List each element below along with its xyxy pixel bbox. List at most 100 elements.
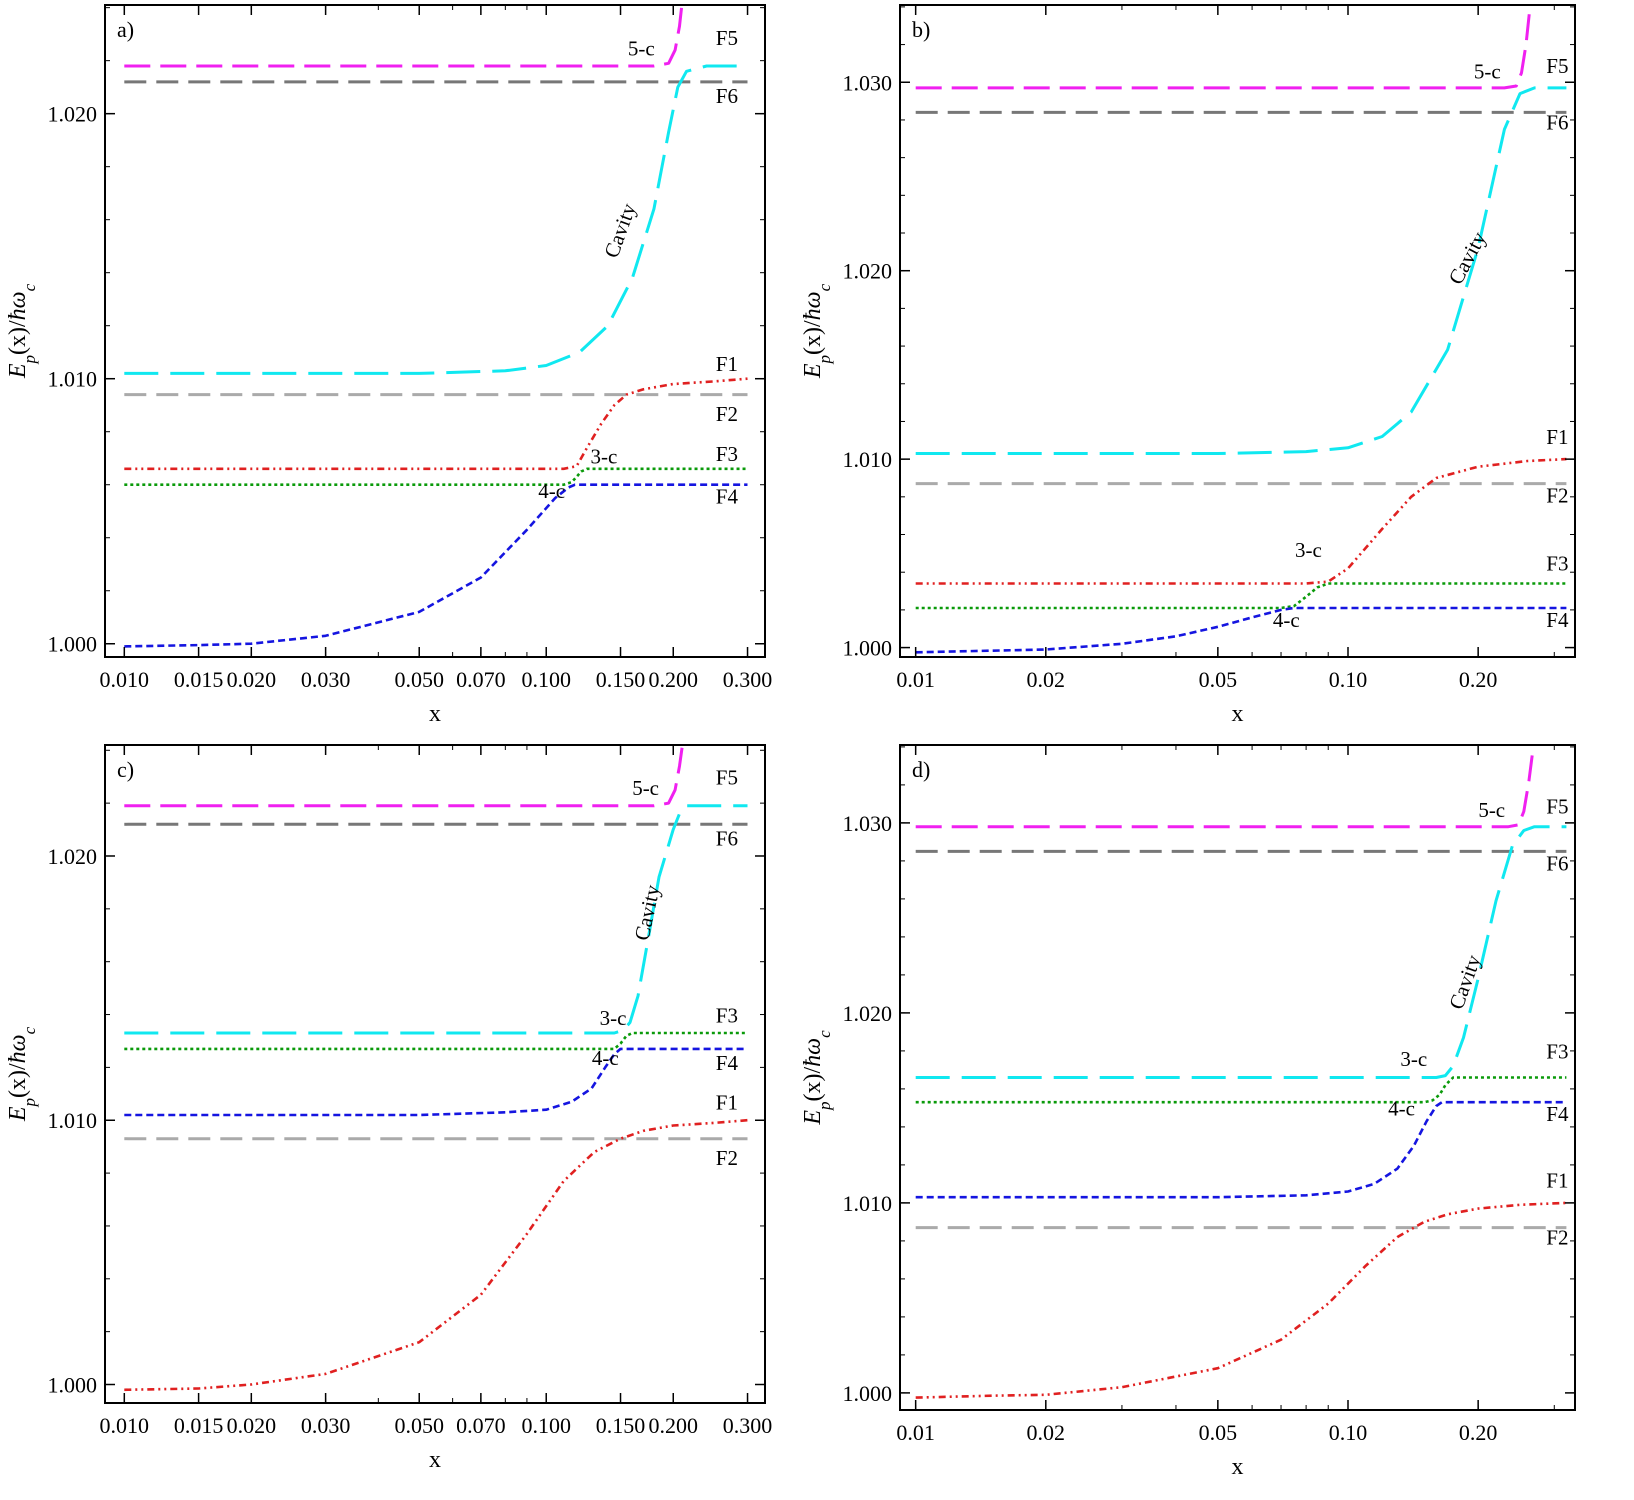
annotation-3-c: 3-c: [590, 445, 617, 469]
annotation-f2: F2: [1546, 1226, 1568, 1250]
series-f3-line: [915, 582, 1567, 610]
annotation-f4: F4: [716, 484, 739, 508]
series-f1-line: [915, 1201, 1567, 1399]
series-f3-line: [124, 467, 748, 486]
panel-b: 0.01 0.02 0.05 0.10 0.20 1.000 1.010 1.020 1.030…: [800, 4, 1576, 727]
y-tick-label: 1.020: [843, 259, 893, 284]
x-tick-label: 0.020: [227, 667, 277, 692]
annotation-5-c: 5-c: [1478, 798, 1505, 822]
annotation-3-c: 3-c: [1400, 1047, 1427, 1071]
annotation-f3: F3: [716, 442, 738, 466]
x-tick-label: 0.015: [174, 667, 224, 692]
x-tick-label: 0.300: [723, 667, 773, 692]
annotation-5-c: 5-c: [632, 776, 659, 800]
x-tick-label: 0.05: [1199, 1420, 1238, 1445]
x-tick-label: 0.01: [896, 1420, 935, 1445]
annotation-f3: F3: [1546, 551, 1568, 575]
annotation-f2: F2: [716, 402, 738, 426]
series-cavity-line: [915, 86, 1567, 455]
x-tick-label: 0.100: [521, 667, 571, 692]
y-tick-label: 1.000: [48, 632, 98, 657]
series-cavity-line: [915, 825, 1567, 1079]
x-tick-label: 0.200: [648, 1413, 698, 1438]
y-tick-label: 1.030: [843, 70, 893, 95]
annotation-5-c: 5-c: [1474, 59, 1501, 83]
x-tick-label: 0.020: [227, 1413, 277, 1438]
series-cavity-line: [124, 804, 748, 1035]
series-f5-line: [915, 5, 1532, 90]
y-tick-label: 1.020: [48, 844, 98, 869]
annotation-f4: F4: [716, 1051, 739, 1075]
annotation-f2: F2: [716, 1146, 738, 1170]
y-tick-label: 1.000: [843, 636, 893, 661]
y-tick-label: 1.010: [48, 367, 98, 392]
series-f5-line: [124, 5, 684, 68]
panel-tag: a): [117, 17, 134, 42]
x-tick-label: 0.01: [896, 667, 935, 692]
series-f5-line: [915, 745, 1536, 829]
x-tick-label: 0.050: [394, 667, 444, 692]
x-tick-label: 0.10: [1329, 1420, 1368, 1445]
x-tick-label: 0.02: [1027, 667, 1066, 692]
panel-c: 0.010 0.015 0.020 0.030 0.050 0.070 0.100 0.150…: [5, 744, 773, 1473]
x-tick-label: 0.015: [174, 1413, 224, 1438]
x-tick-label: 0.20: [1459, 667, 1498, 692]
x-tick-label: 0.070: [456, 1413, 506, 1438]
annotation-4-c: 4-c: [538, 479, 565, 503]
annotation-f4: F4: [1546, 608, 1569, 632]
annotation-f1: F1: [1546, 425, 1568, 449]
annotation-4-c: 4-c: [592, 1046, 619, 1070]
y-tick-label: 1.020: [48, 102, 98, 127]
annotation-f2: F2: [1546, 483, 1568, 507]
series-f4-line: [124, 483, 748, 648]
x-tick-label: 0.100: [521, 1413, 571, 1438]
annotation-f3: F3: [1546, 1040, 1568, 1064]
x-tick-label: 0.150: [596, 1413, 646, 1438]
series-f3-line: [915, 1076, 1567, 1104]
y-tick-label: 1.000: [843, 1381, 893, 1406]
x-tick-label: 0.300: [723, 1413, 773, 1438]
x-tick-label: 0.050: [394, 1413, 444, 1438]
panel-tag: b): [912, 17, 930, 42]
annotation-f3: F3: [716, 1003, 738, 1027]
annotation-5-c: 5-c: [628, 36, 655, 60]
series-f3-line: [124, 1031, 748, 1051]
series-f4-line: [915, 606, 1567, 654]
x-tick-label: 0.150: [596, 667, 646, 692]
plot-frame: [104, 744, 766, 1404]
annotation-f5: F5: [716, 26, 738, 50]
x-axis-label: x: [1232, 701, 1244, 727]
x-tick-label: 0.02: [1027, 1420, 1066, 1445]
panel-tag: d): [912, 757, 930, 782]
annotation-f1: F1: [716, 1091, 738, 1115]
x-tick-label: 0.030: [301, 667, 351, 692]
annotation-f1: F1: [1546, 1169, 1568, 1193]
plot-frame: [899, 4, 1576, 658]
series-f4-line: [915, 1100, 1567, 1199]
annotation-cavity: Cavity: [599, 200, 641, 261]
x-axis-label: x: [429, 701, 441, 727]
x-tick-label: 0.010: [100, 1413, 150, 1438]
series-f4-line: [124, 1047, 748, 1117]
annotation-3-c: 3-c: [600, 1006, 627, 1030]
x-tick-label: 0.05: [1199, 667, 1238, 692]
annotation-f4: F4: [1546, 1102, 1569, 1126]
plot-frame: [104, 4, 766, 658]
panel-a: 0.010 0.015 0.020 0.030 0.050 0.070 0.100 0.150…: [5, 4, 773, 727]
y-tick-label: 1.020: [843, 1001, 893, 1026]
annotation-f1: F1: [716, 352, 738, 376]
y-axis-label: Ep(x)/ħωc: [800, 283, 834, 379]
annotation-4-c: 4-c: [1273, 608, 1300, 632]
x-tick-label: 0.070: [456, 667, 506, 692]
series-f1-line: [915, 457, 1567, 585]
x-tick-label: 0.200: [648, 667, 698, 692]
y-tick-label: 1.010: [843, 447, 893, 472]
series-f1-line: [124, 377, 748, 471]
annotation-f6: F6: [1546, 851, 1568, 875]
x-tick-label: 0.030: [301, 1413, 351, 1438]
y-tick-label: 1.010: [843, 1191, 893, 1216]
y-tick-label: 1.000: [48, 1373, 98, 1398]
x-tick-label: 0.10: [1329, 667, 1368, 692]
annotation-cavity: Cavity: [1443, 227, 1491, 288]
